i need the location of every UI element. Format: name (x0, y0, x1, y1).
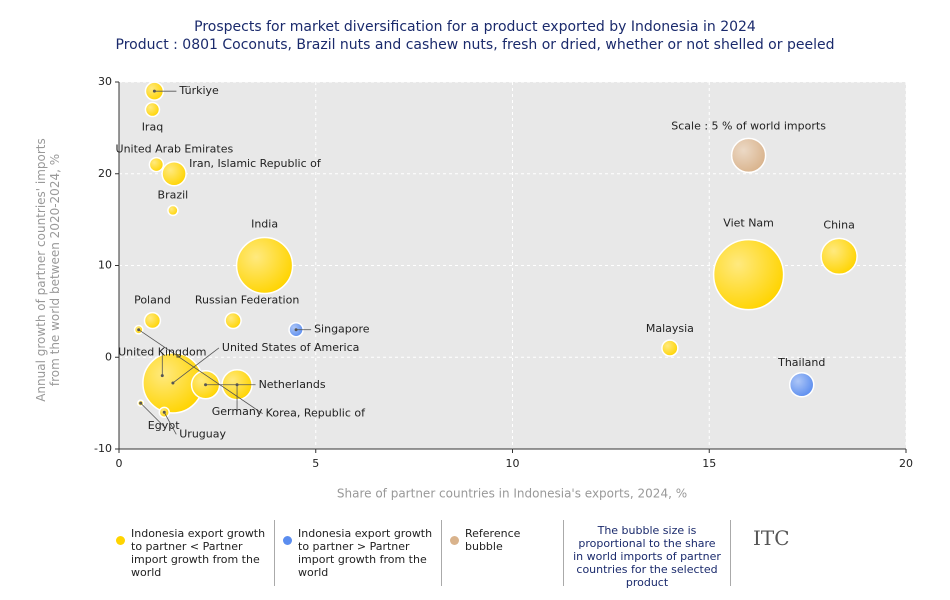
legend-label: Indonesia export growth to partner > Par… (298, 527, 433, 579)
bubble-label: Viet Nam (723, 217, 774, 230)
y-tick-label: -10 (94, 442, 112, 455)
legend-label: Indonesia export growth to partner < Par… (131, 527, 266, 579)
x-tick-label: 0 (116, 457, 123, 470)
bubble-shine (789, 372, 814, 397)
y-tick-label: 0 (105, 350, 112, 363)
x-tick-label: 5 (312, 457, 319, 470)
bubble-label: Germany (212, 405, 263, 418)
bubble-shine (731, 138, 766, 173)
bubble-shine (167, 205, 178, 216)
bubble-label: United Kingdom (118, 346, 206, 359)
bubble-shine (225, 312, 242, 329)
bubble-label: United States of America (222, 341, 359, 354)
leader-dot (160, 374, 164, 378)
bubble-shine (162, 161, 187, 186)
y-tick-label: 10 (98, 259, 112, 272)
y-tick-label: 30 (98, 75, 112, 88)
y-axis-title: Annual growth of partner countries' impo… (33, 138, 62, 402)
bubble-shine (149, 157, 164, 172)
leader-line (163, 412, 177, 435)
chart: Prospects for market diversification for… (33, 19, 914, 501)
y-tick-label: 20 (98, 167, 112, 180)
bubble-label: Scale : 5 % of world imports (671, 119, 826, 132)
bubble-shine (144, 312, 161, 329)
logo: ITC (753, 526, 790, 550)
bubble-shine (145, 102, 160, 117)
legend-marker (450, 536, 459, 545)
bubble-label: Singapore (314, 323, 370, 336)
bubble-label: China (823, 218, 854, 231)
bubble-shine (713, 239, 784, 310)
leader-line (138, 329, 263, 415)
legend-item: Indonesia export growth to partner > Par… (275, 520, 442, 586)
bubble-label: Malaysia (646, 322, 694, 335)
bubble-label: Thailand (777, 356, 825, 369)
bubble-label: Uruguay (179, 427, 226, 440)
bubble-label: Poland (134, 294, 171, 307)
bubble-label: Türkiye (178, 84, 219, 97)
legend-label: Reference bubble (465, 527, 521, 553)
bubble-label: Iran, Islamic Republic of (189, 157, 322, 170)
leader-dot (152, 89, 156, 93)
chart-title: Prospects for market diversification for… (194, 19, 756, 35)
x-axis-title: Share of partner countries in Indonesia'… (337, 487, 687, 501)
legend-item: Reference bubble (442, 520, 564, 586)
bubble-label: United Arab Emirates (116, 143, 234, 156)
x-tick-label: 20 (899, 457, 913, 470)
bubble-shine (661, 340, 678, 357)
bubble-label: Brazil (158, 188, 189, 201)
legend-item: Indonesia export growth to partner < Par… (108, 520, 275, 586)
bubble-label: India (251, 218, 278, 231)
legend-marker (116, 536, 125, 545)
leader-line (172, 347, 220, 384)
leader-dot (162, 410, 166, 414)
bubble-label: Netherlands (259, 378, 326, 391)
leader-dot (235, 383, 239, 387)
leader-line (140, 402, 164, 427)
bubble-label: Korea, Republic of (266, 407, 366, 420)
legend-marker (283, 536, 292, 545)
x-tick-label: 15 (702, 457, 716, 470)
x-tick-label: 10 (506, 457, 520, 470)
leader-dot (204, 383, 208, 387)
bubble-label: Iraq (142, 121, 164, 134)
bubble-shine (236, 237, 293, 294)
chart-subtitle: Product : 0801 Coconuts, Brazil nuts and… (116, 37, 835, 53)
bubble-label: Egypt (148, 419, 180, 432)
leader-dot (171, 381, 175, 385)
leader-dot (137, 328, 141, 332)
size-note: The bubble size is proportional to the s… (564, 520, 731, 589)
bubble-label: Russian Federation (195, 294, 299, 307)
bubble-shine (821, 238, 858, 275)
y-axis-title-box: Annual growth of partner countries' impo… (33, 138, 62, 402)
legend: Indonesia export growth to partner < Par… (108, 520, 790, 589)
leader-dot (139, 401, 143, 405)
leader-dot (294, 328, 298, 332)
